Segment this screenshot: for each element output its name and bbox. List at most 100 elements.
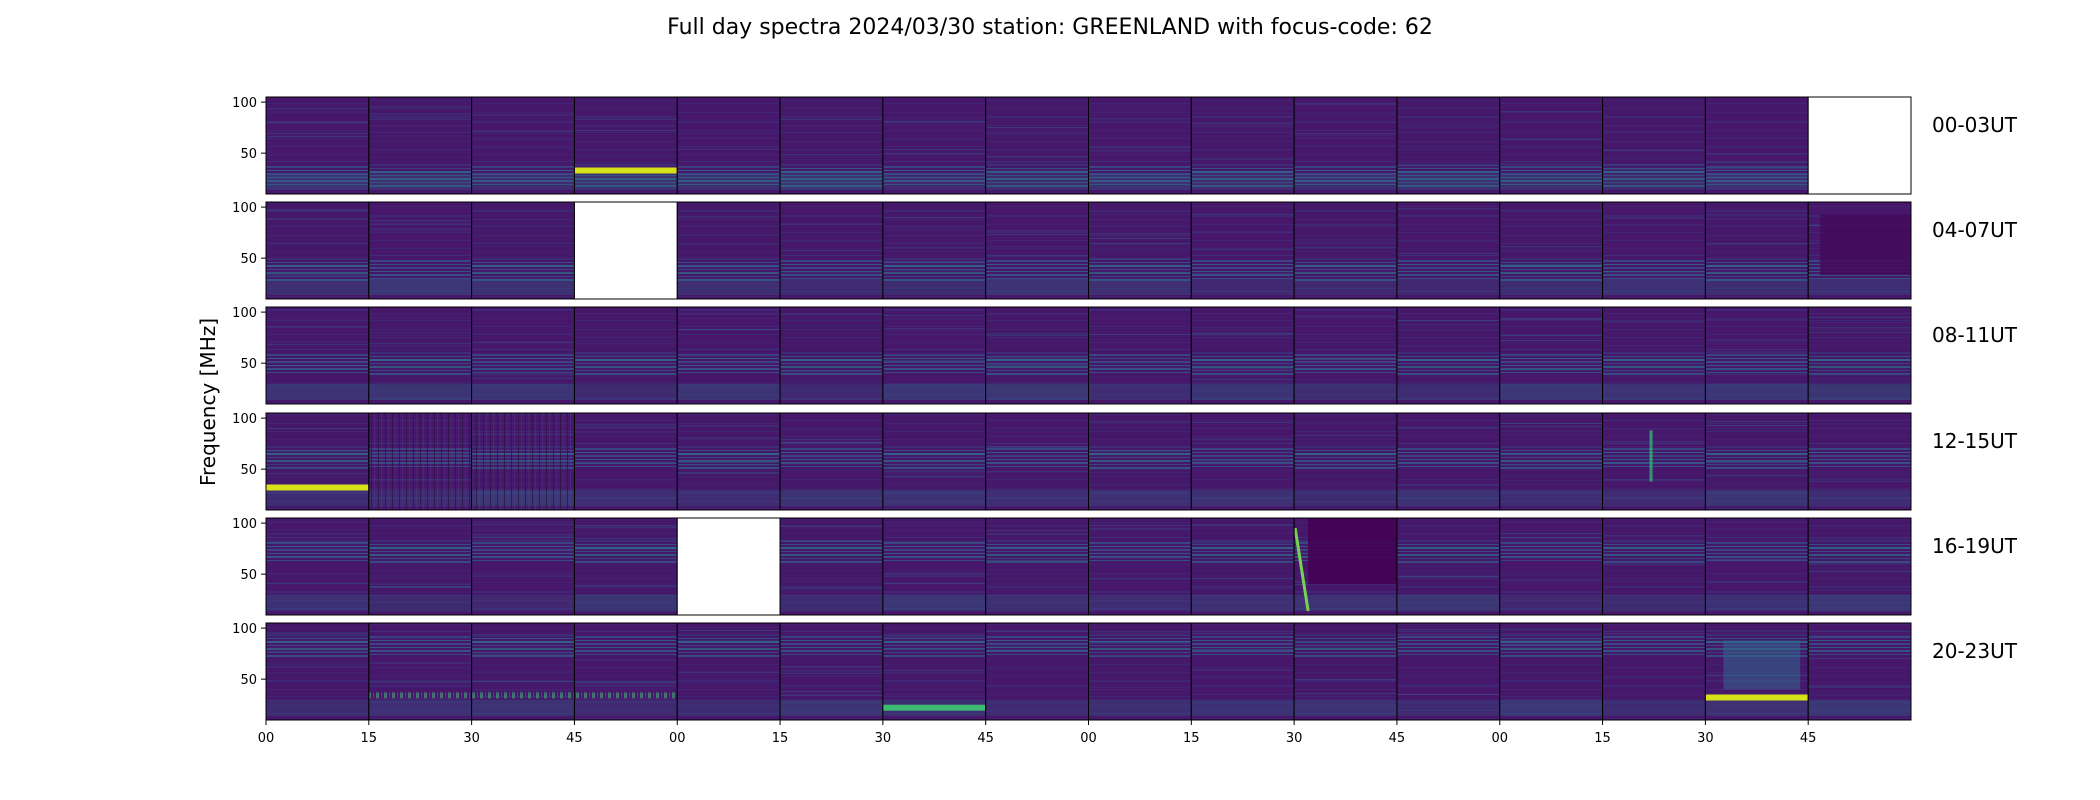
spectral-line (266, 636, 369, 638)
spectral-line (1602, 535, 1706, 537)
spectrum-background (368, 518, 472, 615)
spectrum-background (1294, 623, 1397, 720)
spectral-line (368, 558, 472, 560)
spectrum-panel (1396, 201, 1501, 300)
spectral-line (882, 315, 986, 316)
spectrum-panel (265, 517, 370, 616)
spectrum-panel (985, 201, 1089, 300)
spectral-line (368, 343, 472, 345)
spectrum-panel (471, 622, 575, 721)
x-tick-label: 00 (1080, 731, 1097, 746)
spectral-line (266, 473, 369, 475)
spectral-line (882, 465, 986, 467)
noise-band (780, 278, 883, 295)
spectral-line (368, 662, 472, 664)
spectral-line (1191, 135, 1295, 137)
spectral-line (471, 534, 575, 536)
chart-title: Full day spectra 2024/03/30 station: GRE… (667, 15, 1433, 40)
noise-band (780, 699, 883, 716)
spectral-line (677, 133, 781, 135)
spectral-line (780, 540, 883, 542)
x-tick-label: 30 (1286, 731, 1303, 746)
spectrum-background (471, 623, 575, 720)
spectrum-background (1191, 623, 1295, 720)
noise-band (368, 594, 472, 611)
noise-band (1499, 383, 1603, 400)
spectral-line (780, 691, 883, 692)
spectral-line (1294, 379, 1397, 381)
noise-band (1499, 594, 1603, 611)
spectral-line (368, 586, 472, 588)
spectral-line (266, 632, 369, 634)
spectral-line (1294, 443, 1397, 445)
spectral-line (780, 666, 883, 668)
spectral-line (1396, 329, 1500, 331)
spectral-line (1294, 344, 1397, 346)
spectral-line (985, 447, 1089, 449)
spectral-line (471, 670, 575, 672)
spectral-line (677, 112, 781, 114)
noise-band (985, 489, 1089, 506)
spectral-line (1088, 104, 1192, 106)
spectral-line (266, 666, 369, 668)
spectral-line (1705, 162, 1809, 164)
spectrum-background (1602, 623, 1706, 720)
spectrum-background (1499, 202, 1603, 299)
spectral-line (1191, 106, 1295, 108)
spectral-line (1191, 213, 1295, 215)
spectral-line (677, 235, 781, 237)
spectral-line (882, 570, 986, 572)
spectrum-background (1705, 202, 1809, 299)
spectral-line (1602, 429, 1706, 430)
spectral-line (1808, 691, 1911, 693)
spectral-line (1602, 661, 1706, 663)
spectrum-panel (265, 96, 370, 195)
spectrum-panel (1499, 96, 1604, 195)
spectral-line (266, 108, 369, 110)
noise-band (574, 699, 678, 716)
spectrum-panel (1293, 96, 1398, 195)
spectral-line (1705, 559, 1809, 561)
spectral-line (1602, 158, 1706, 160)
spectrum-panel (573, 306, 678, 405)
spectrum-background (677, 202, 781, 299)
spectral-line (1705, 373, 1809, 375)
noise-band (1294, 699, 1397, 716)
spectral-line (1602, 542, 1706, 544)
spectrum-background (266, 413, 369, 510)
spectrum-panel (1293, 412, 1398, 511)
spectral-line (368, 223, 472, 225)
spectral-line (368, 673, 472, 675)
spectral-line (1294, 434, 1397, 436)
spectral-line (1396, 634, 1500, 635)
spectrum-background (1602, 307, 1706, 404)
spectral-line (882, 229, 986, 231)
spectral-line (1396, 162, 1500, 163)
spectral-line (368, 228, 472, 230)
spectrum-background (1602, 413, 1706, 510)
spectral-line (1499, 355, 1603, 357)
spectral-line (1191, 648, 1295, 650)
spectrum-panel (676, 412, 781, 511)
spectrum-background (985, 307, 1089, 404)
spectral-line (368, 332, 472, 333)
spectral-line (1088, 147, 1192, 149)
spectral-line (1499, 139, 1603, 141)
spectral-line (574, 352, 678, 354)
spectral-line (1294, 647, 1397, 649)
spectral-line (780, 590, 883, 592)
spectral-line (1396, 533, 1500, 535)
spectral-line (1705, 536, 1809, 538)
spectral-line (471, 257, 575, 259)
noise-band (266, 699, 369, 716)
spectrum-background (266, 202, 369, 299)
spectral-line (1396, 467, 1500, 469)
spectral-line (780, 154, 883, 156)
broadband-region (1723, 640, 1801, 690)
spectral-line (266, 132, 369, 134)
spectral-line (780, 159, 883, 161)
spectral-line (574, 548, 678, 550)
spectral-line (574, 525, 678, 527)
spectral-line (574, 366, 678, 368)
spectrum-background (780, 202, 883, 299)
